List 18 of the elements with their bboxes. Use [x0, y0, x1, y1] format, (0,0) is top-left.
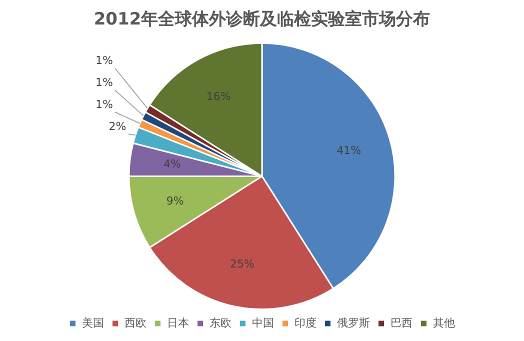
chart-title: 2012年全球体外诊断及临检实验室市场分布 [94, 10, 430, 30]
data-label: 4% [164, 158, 181, 171]
legend-label: 中国 [252, 316, 274, 330]
legend-label: 巴西 [390, 316, 412, 330]
legend-label: 西欧 [124, 316, 146, 330]
data-label: 25% [230, 257, 254, 270]
data-label: 9% [166, 194, 184, 208]
legend-label: 日本 [166, 316, 189, 330]
legend-label: 其他 [432, 316, 455, 330]
legend-label: 印度 [294, 316, 316, 330]
data-label: 2% [108, 120, 126, 133]
legend-label: 东欧 [209, 316, 232, 330]
data-label: 1% [95, 98, 113, 111]
legend-label: 美国 [82, 316, 104, 330]
data-label: 41% [336, 144, 362, 157]
legend-label: 俄罗斯 [336, 316, 370, 330]
data-label: 1% [95, 54, 113, 67]
data-label: 1% [95, 76, 113, 89]
